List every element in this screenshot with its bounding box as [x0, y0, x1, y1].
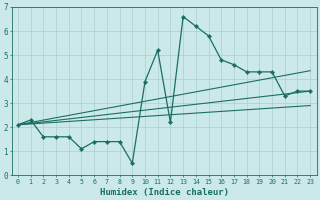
- X-axis label: Humidex (Indice chaleur): Humidex (Indice chaleur): [100, 188, 228, 197]
